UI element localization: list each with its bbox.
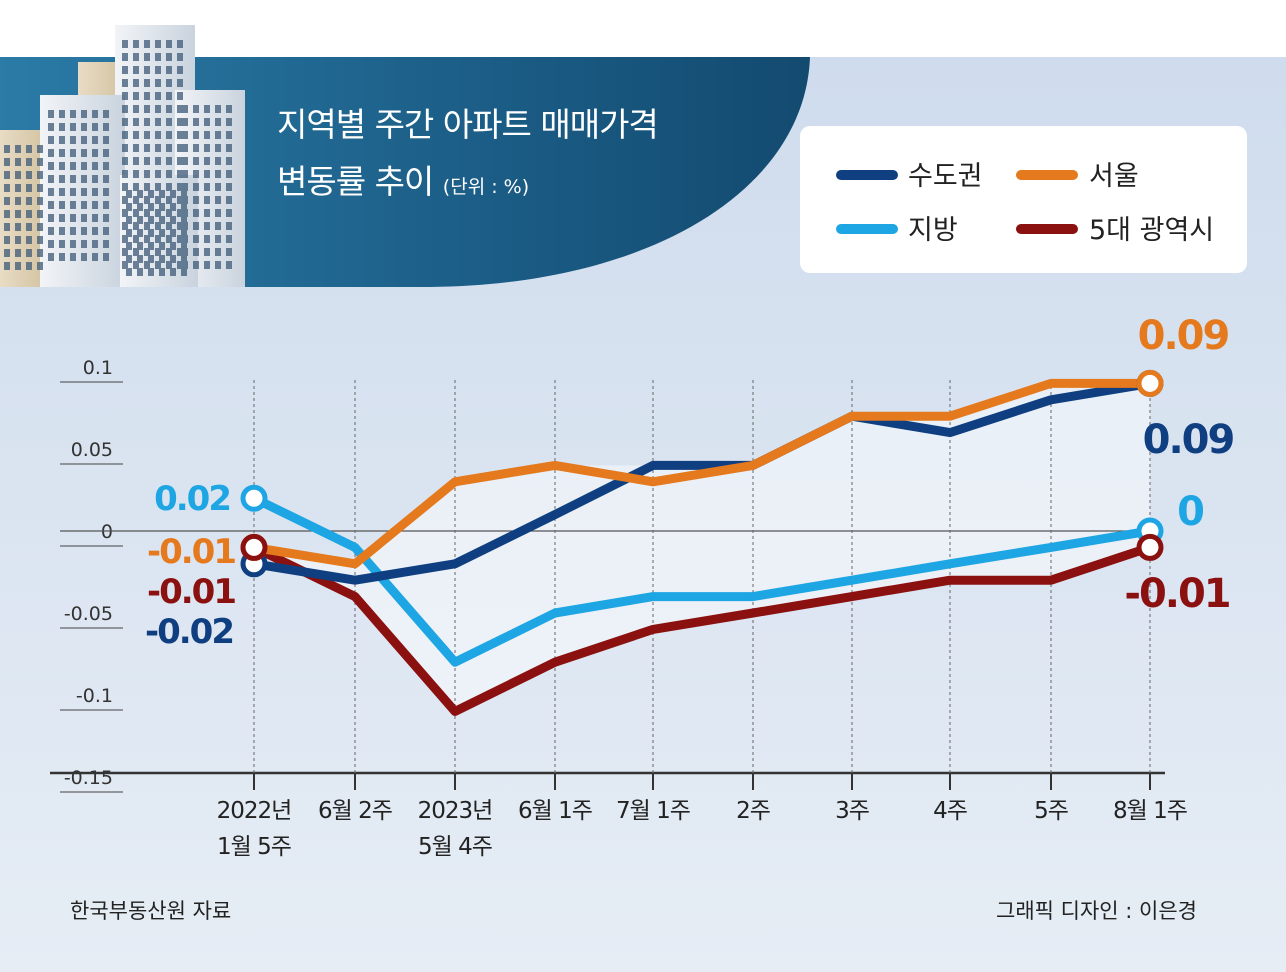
- start-label-metro5: -0.01: [147, 572, 235, 612]
- data-point-local: [947, 560, 953, 567]
- end-label-metro5: -0.01: [1124, 571, 1229, 617]
- y-tick-label: -0.15: [64, 767, 113, 789]
- data-point-seoul: [650, 478, 656, 485]
- y-tick-label: -0.05: [64, 603, 113, 625]
- data-point-capital: [947, 429, 953, 436]
- data-point-seoul: [750, 462, 756, 469]
- x-tick-label: 4주: [933, 798, 967, 824]
- credit-note: 그래픽 디자인 : 이은경: [996, 899, 1197, 923]
- y-tick-label: 0.1: [83, 357, 113, 379]
- x-tick-label: 7월 1주: [616, 798, 690, 824]
- legend-label-capital: 수도권: [908, 161, 983, 192]
- start-label-local: 0.02: [154, 479, 230, 519]
- data-point-capital: [352, 577, 358, 584]
- end-label-local: 0: [1177, 489, 1203, 535]
- buildings-illustration: [0, 25, 245, 287]
- data-point-capital: [1048, 396, 1054, 403]
- start-label-capital: -0.02: [145, 612, 233, 652]
- legend-label-seoul: 서울: [1089, 161, 1139, 192]
- data-point-metro5: [849, 593, 855, 600]
- x-tick-label: 8월 1주: [1113, 798, 1187, 824]
- marker-metro5: [1136, 533, 1164, 561]
- end-label-seoul: 0.09: [1138, 313, 1229, 359]
- x-tick-label: 2023년: [418, 798, 493, 824]
- data-point-local: [552, 610, 558, 616]
- data-point-metro5: [552, 659, 558, 666]
- data-point-capital: [452, 560, 458, 567]
- data-point-local: [750, 593, 756, 600]
- data-point-metro5: [650, 626, 656, 633]
- y-tick-label: 0: [101, 521, 113, 543]
- x-tick-label: 1월 5주: [217, 834, 291, 860]
- start-label-seoul: -0.01: [147, 532, 235, 572]
- data-point-metro5: [750, 610, 756, 616]
- chart-title-text: 변동률 추이: [277, 162, 434, 201]
- data-point-seoul: [352, 560, 358, 567]
- data-point-capital: [650, 462, 656, 469]
- data-point-seoul: [849, 413, 855, 420]
- data-point-metro5: [452, 708, 458, 715]
- data-point-local: [452, 659, 458, 666]
- data-point-local: [1048, 544, 1054, 551]
- legend-swatch-seoul: [1016, 170, 1078, 180]
- series-band: [254, 383, 1150, 712]
- x-tick-label: 2주: [736, 798, 770, 824]
- data-point-metro5: [947, 577, 953, 584]
- data-point-local: [849, 577, 855, 584]
- legend-swatch-capital: [836, 170, 898, 180]
- marker-local: [240, 484, 268, 512]
- marker-seoul: [1136, 369, 1164, 397]
- series-line-seoul: [249, 378, 1155, 569]
- y-tick-label: 0.05: [71, 439, 113, 461]
- series-line-local: [249, 493, 1155, 667]
- x-tick-label: 3주: [835, 798, 869, 824]
- data-point-metro5: [352, 593, 358, 600]
- data-point-local: [650, 593, 656, 600]
- end-label-capital: 0.09: [1143, 417, 1234, 463]
- data-point-seoul: [552, 462, 558, 469]
- series-line-metro5: [249, 542, 1155, 716]
- x-tick-label: 2022년: [217, 798, 292, 824]
- source-note: 한국부동산원 자료: [70, 899, 232, 923]
- legend-swatch-metro5: [1016, 224, 1078, 234]
- legend-label-metro5: 5대 광역시: [1089, 215, 1215, 246]
- data-point-seoul: [1048, 380, 1054, 387]
- unit-label: (단위 : %): [442, 176, 530, 198]
- data-point-seoul: [947, 413, 953, 420]
- chart-title-line2: 변동률 추이 (단위 : %): [277, 155, 529, 203]
- x-tick-label: 5주: [1034, 798, 1068, 824]
- legend-label-local: 지방: [908, 215, 958, 246]
- chart-title-line1: 지역별 주간 아파트 매매가격: [277, 105, 659, 144]
- series-line-capital: [249, 378, 1155, 585]
- x-tick-label: 6월 1주: [518, 798, 592, 824]
- legend: 수도권 서울 지방 5대 광역시: [800, 126, 1247, 273]
- marker-metro5: [240, 533, 268, 561]
- x-tick-label: 5월 4주: [418, 834, 492, 860]
- data-point-capital: [552, 511, 558, 518]
- x-tick-label: 6월 2주: [318, 798, 392, 824]
- y-tick-label: -0.1: [76, 685, 113, 707]
- data-point-seoul: [452, 478, 458, 485]
- legend-swatch-local: [836, 224, 898, 234]
- data-point-metro5: [1048, 577, 1054, 584]
- data-point-local: [352, 544, 358, 551]
